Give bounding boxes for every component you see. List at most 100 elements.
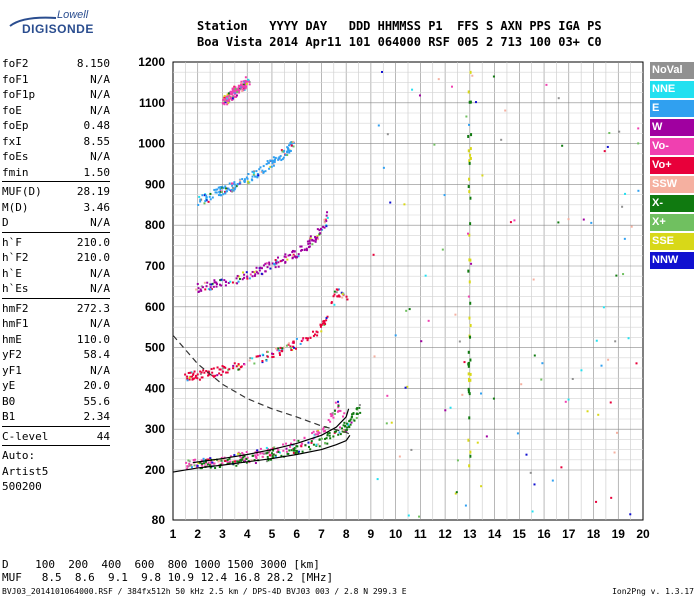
echo-point	[200, 371, 203, 374]
echo-point	[282, 150, 285, 153]
echo-point	[248, 359, 251, 362]
echo-point	[228, 368, 231, 371]
param-row: MUF(D) 28.19	[2, 184, 110, 200]
echo-point	[254, 175, 257, 178]
echo-point	[247, 173, 250, 176]
echo-point	[230, 90, 233, 93]
noise-point	[444, 409, 447, 412]
param-row: yE 20.0	[2, 378, 110, 394]
echo-point	[319, 325, 322, 328]
echo-point	[300, 245, 303, 248]
echo-point	[258, 269, 261, 272]
echo-point	[204, 288, 207, 291]
echo-point	[196, 282, 199, 285]
noise-point	[433, 143, 436, 146]
param-row: fmin 1.50	[2, 165, 110, 181]
noise-point	[595, 339, 598, 342]
echo-point	[226, 93, 229, 96]
scaled-parameters-panel: foF2 8.150 foF1 N/A foF1p N/A foE N/A foEp 0.48 fx…	[2, 56, 110, 495]
echo-point	[237, 462, 240, 465]
echo-point	[256, 454, 259, 457]
noise-point	[454, 313, 457, 316]
echo-point	[228, 94, 231, 97]
y-tick-label: 700	[145, 259, 165, 273]
echo-point	[262, 171, 265, 174]
echo-point	[199, 461, 202, 464]
echo-point	[225, 100, 228, 103]
echo-point	[286, 147, 289, 150]
noise-point	[480, 485, 483, 488]
echo-point	[273, 263, 276, 266]
param-name: M(D)	[2, 200, 29, 214]
echo-point	[326, 432, 329, 435]
noise-point	[468, 280, 471, 284]
y-tick-label: 1100	[139, 96, 165, 110]
echo-point	[242, 83, 245, 86]
echo-point	[218, 283, 221, 286]
echo-point	[333, 412, 336, 415]
echo-point	[187, 371, 190, 374]
echo-point	[200, 467, 203, 470]
noise-point	[637, 189, 640, 192]
noise-point	[541, 362, 544, 365]
echo-point	[277, 157, 280, 160]
echo-point	[346, 298, 349, 301]
echo-point	[217, 186, 220, 189]
echo-point	[281, 150, 284, 153]
echo-point	[244, 82, 247, 85]
noise-point	[624, 192, 627, 195]
echo-point	[262, 170, 265, 173]
legend-item: W	[650, 119, 694, 136]
echo-point	[219, 186, 222, 189]
param-name: yF2	[2, 348, 22, 361]
echo-point	[222, 187, 225, 190]
legend-item: NNW	[650, 252, 694, 269]
echo-point	[314, 240, 317, 243]
echo-point	[267, 451, 270, 454]
echo-point	[289, 143, 292, 146]
echo-point	[356, 407, 359, 410]
muf-distance-row: D 100 200 400 600 800 1000 1500 3000 [km…	[2, 558, 320, 571]
echo-point	[273, 446, 276, 449]
echo-point	[226, 461, 229, 464]
echo-point	[209, 466, 212, 469]
echo-point	[224, 190, 227, 193]
echo-point	[209, 288, 212, 291]
echo-point	[285, 447, 288, 450]
echo-point	[335, 291, 338, 294]
echo-point	[341, 415, 344, 418]
echo-point	[201, 462, 204, 465]
echo-point	[202, 457, 205, 460]
noise-point	[410, 448, 413, 451]
noise-point	[469, 70, 472, 74]
ionogram-chart: 1 2 3 4 5 6 7 8 9 10 11 12 13 14 15 16 17 18 19 20802003004…	[138, 55, 650, 541]
echo-point	[243, 180, 246, 183]
echo-point	[285, 442, 288, 445]
echo-point	[207, 288, 210, 291]
echo-point	[236, 88, 239, 91]
noise-point	[468, 159, 471, 163]
echo-point	[237, 452, 240, 455]
echo-point	[235, 94, 238, 97]
noise-point	[468, 416, 471, 420]
echo-point	[191, 378, 194, 381]
logo-text-digisonde: DIGISONDE	[22, 22, 94, 36]
echo-point	[233, 85, 236, 88]
echo-point	[251, 175, 254, 178]
echo-point	[277, 449, 280, 452]
echo-point	[307, 246, 310, 249]
echo-point	[333, 293, 336, 296]
echo-point	[224, 284, 227, 287]
noise-point	[500, 138, 503, 141]
echo-point	[306, 240, 309, 243]
param-name: foF1p	[2, 88, 36, 101]
echo-point	[251, 170, 254, 173]
echo-point	[254, 455, 257, 458]
x-tick-label: 2	[194, 527, 201, 541]
echo-point	[231, 182, 234, 185]
echo-point	[209, 283, 212, 286]
echo-point	[318, 438, 321, 441]
echo-point	[265, 460, 268, 463]
y-tick-label: 1200	[138, 55, 165, 69]
noise-point	[443, 194, 446, 197]
